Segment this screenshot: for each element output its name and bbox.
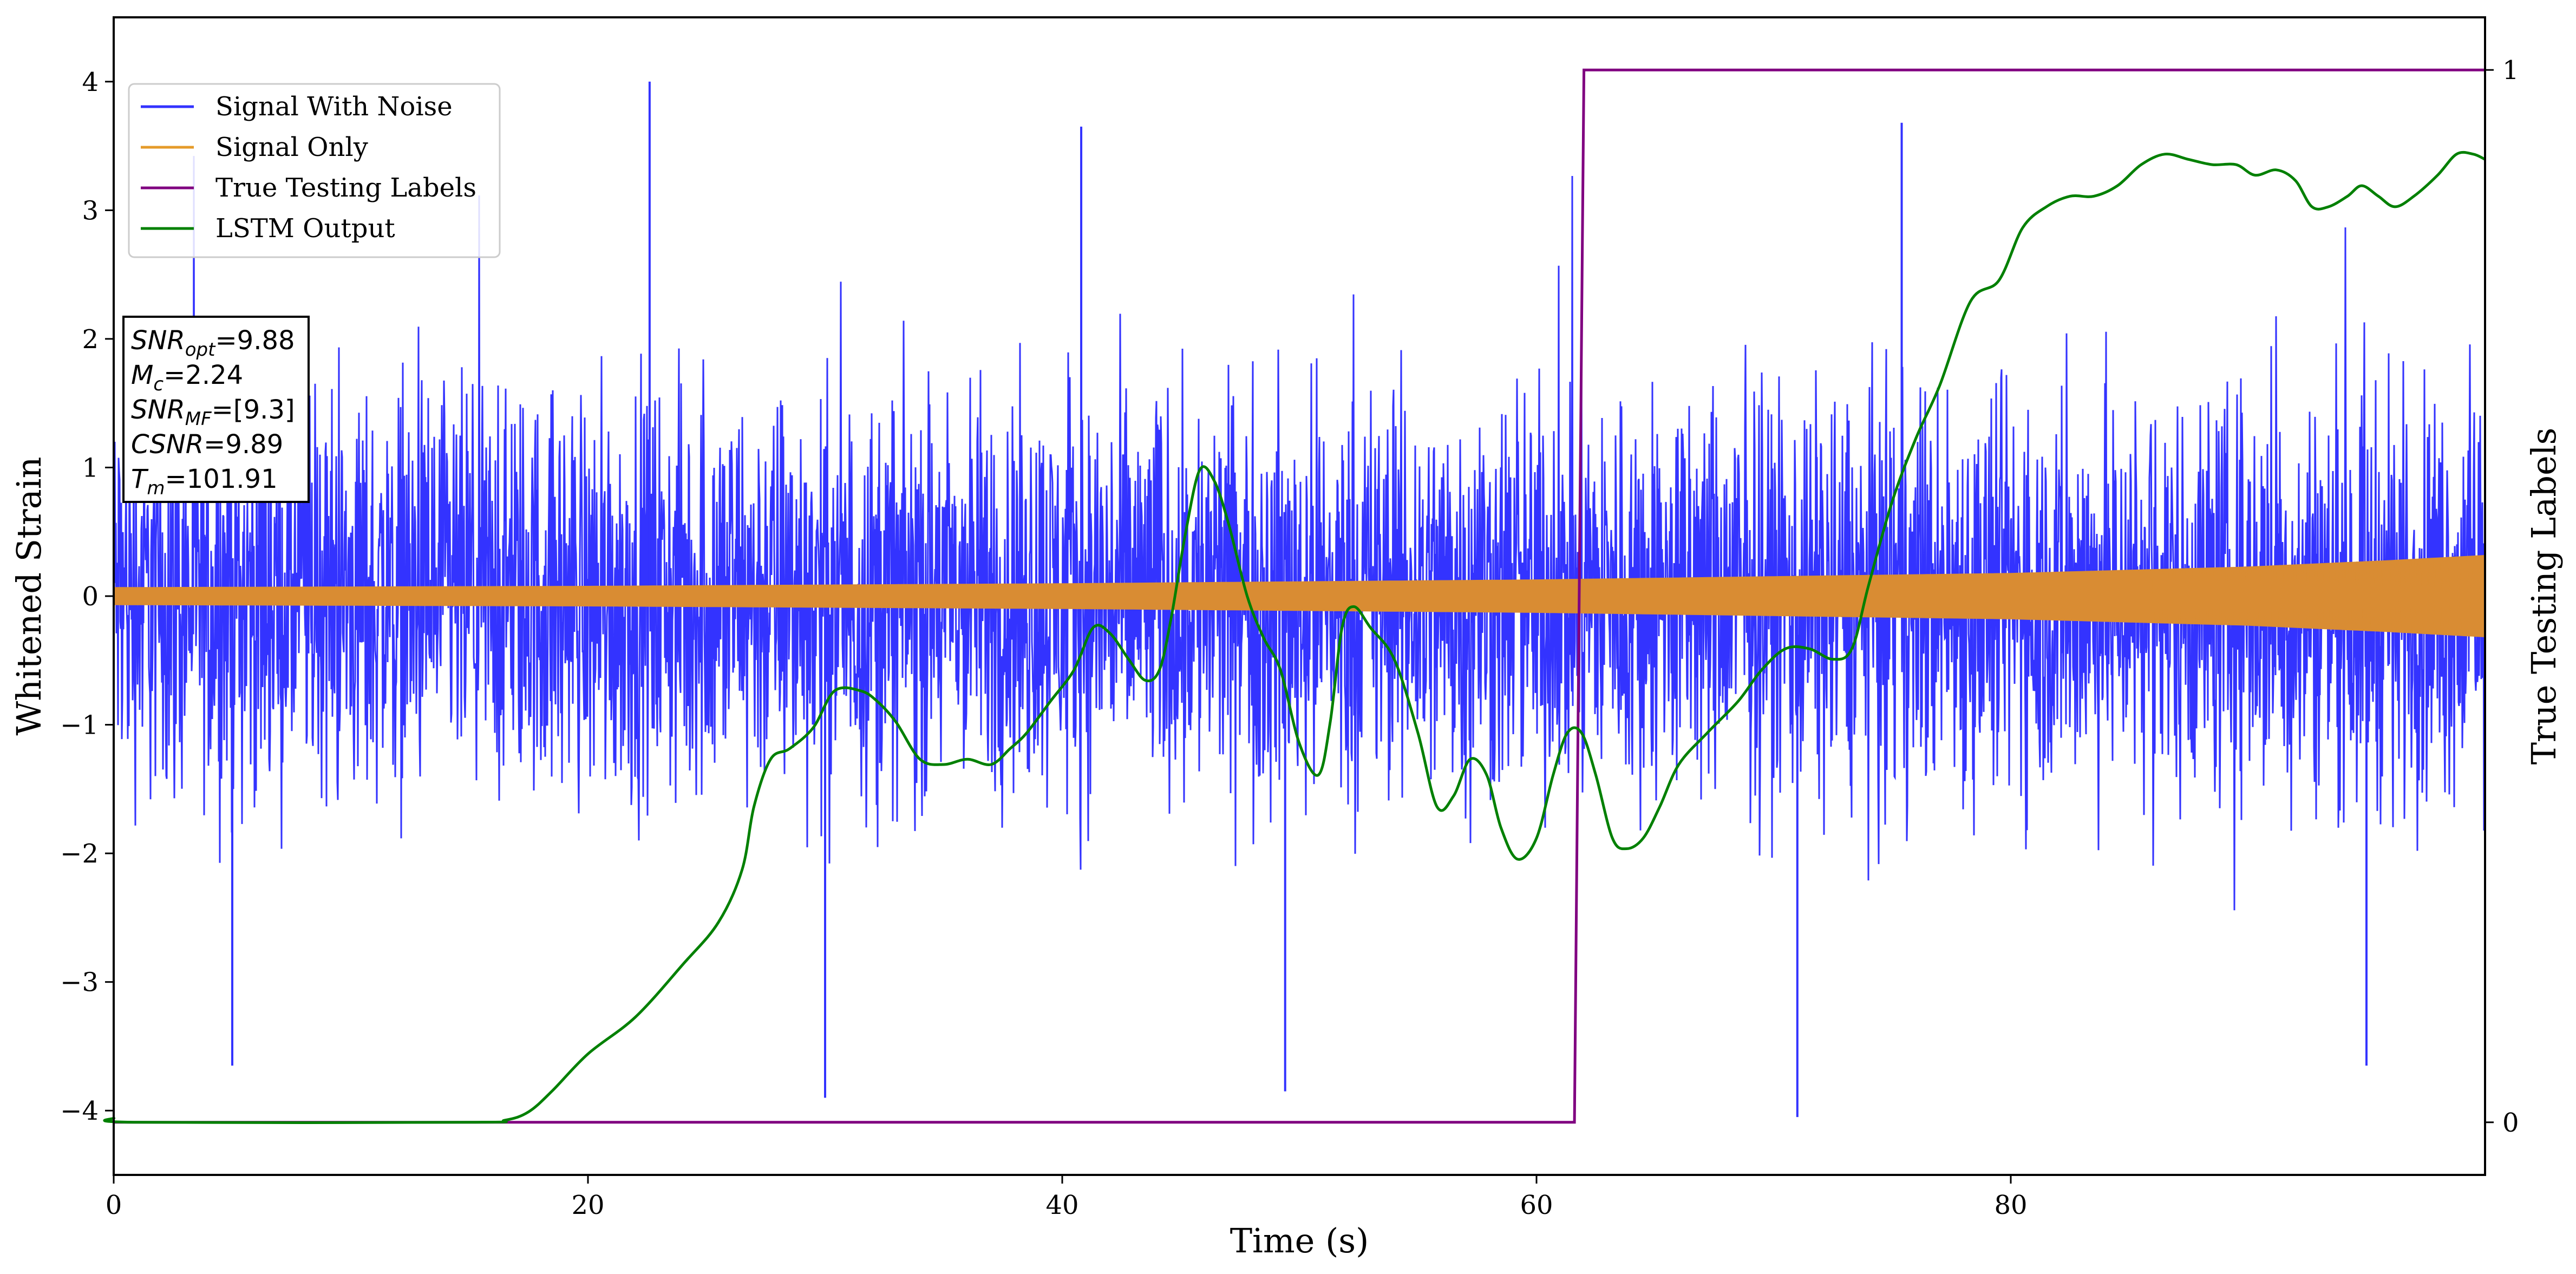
signal-with-noise-series [113, 81, 2486, 1118]
legend-label: LSTM Output [215, 213, 395, 244]
legend-item: Signal Only [141, 132, 368, 162]
y-tick-label: −3 [60, 968, 99, 998]
y-tick-label: 4 [82, 67, 99, 97]
annotation-line: Tm=101.91 [131, 464, 278, 499]
legend-label: True Testing Labels [215, 173, 476, 203]
signal-only-line [2152, 555, 2486, 637]
y-tick-label: 1 [82, 453, 99, 483]
x-tick-label: 40 [1045, 1190, 1078, 1220]
signal-only-series [114, 555, 2486, 637]
y-tick-label: −1 [60, 710, 99, 741]
legend-box [128, 83, 501, 258]
x-tick-label: 80 [1994, 1190, 2027, 1220]
x-tick-label: 0 [106, 1190, 122, 1220]
y2-tick-label: 1 [2502, 55, 2519, 86]
y-tick-label: −2 [60, 839, 99, 869]
annotation-box [122, 316, 310, 503]
legend: Signal With Noise Signal Only True Testing… [128, 83, 501, 258]
x-axis: 0 20 40 60 80 [106, 1175, 2028, 1220]
plot-area [103, 68, 2486, 1125]
y-tick-label: 3 [82, 195, 99, 226]
annotation-line: Mc=2.24 [131, 360, 243, 395]
y-tick-label: 0 [82, 582, 99, 612]
annotation-line: CSNR=9.89 [131, 429, 283, 460]
true-testing-labels-series [114, 68, 2485, 1124]
signal-with-noise-line [113, 156, 2486, 911]
legend-label: Signal With Noise [215, 92, 453, 122]
lstm-output-series [103, 151, 2486, 1125]
y2-axis-label: True Testing Labels [2524, 428, 2564, 765]
y-tick-label: −4 [60, 1096, 99, 1126]
true-testing-labels-line [114, 68, 2485, 1124]
y-axis-label: Whitened Strain [9, 457, 49, 736]
x-tick-label: 60 [1520, 1190, 1553, 1220]
y-axis: −4 −3 −2 −1 0 1 2 3 4 [60, 67, 114, 1126]
legend-item: Signal With Noise [141, 92, 453, 122]
annotation-line: SNRMF=[9.3] [131, 395, 295, 430]
y-tick-label: 2 [82, 324, 99, 355]
y2-tick-label: 0 [2502, 1108, 2519, 1138]
legend-item: True Testing Labels [141, 173, 476, 203]
legend-item: LSTM Output [141, 213, 395, 244]
legend-label: Signal Only [215, 132, 368, 162]
y2-axis: 01 [2485, 55, 2519, 1138]
annotation-line: SNRopt=9.88 [131, 325, 295, 361]
x-axis-label: Time (s) [1230, 1221, 1369, 1260]
x-tick-label: 20 [571, 1190, 604, 1220]
signal-only-band [114, 555, 2485, 637]
lstm-output-line [103, 151, 2486, 1125]
